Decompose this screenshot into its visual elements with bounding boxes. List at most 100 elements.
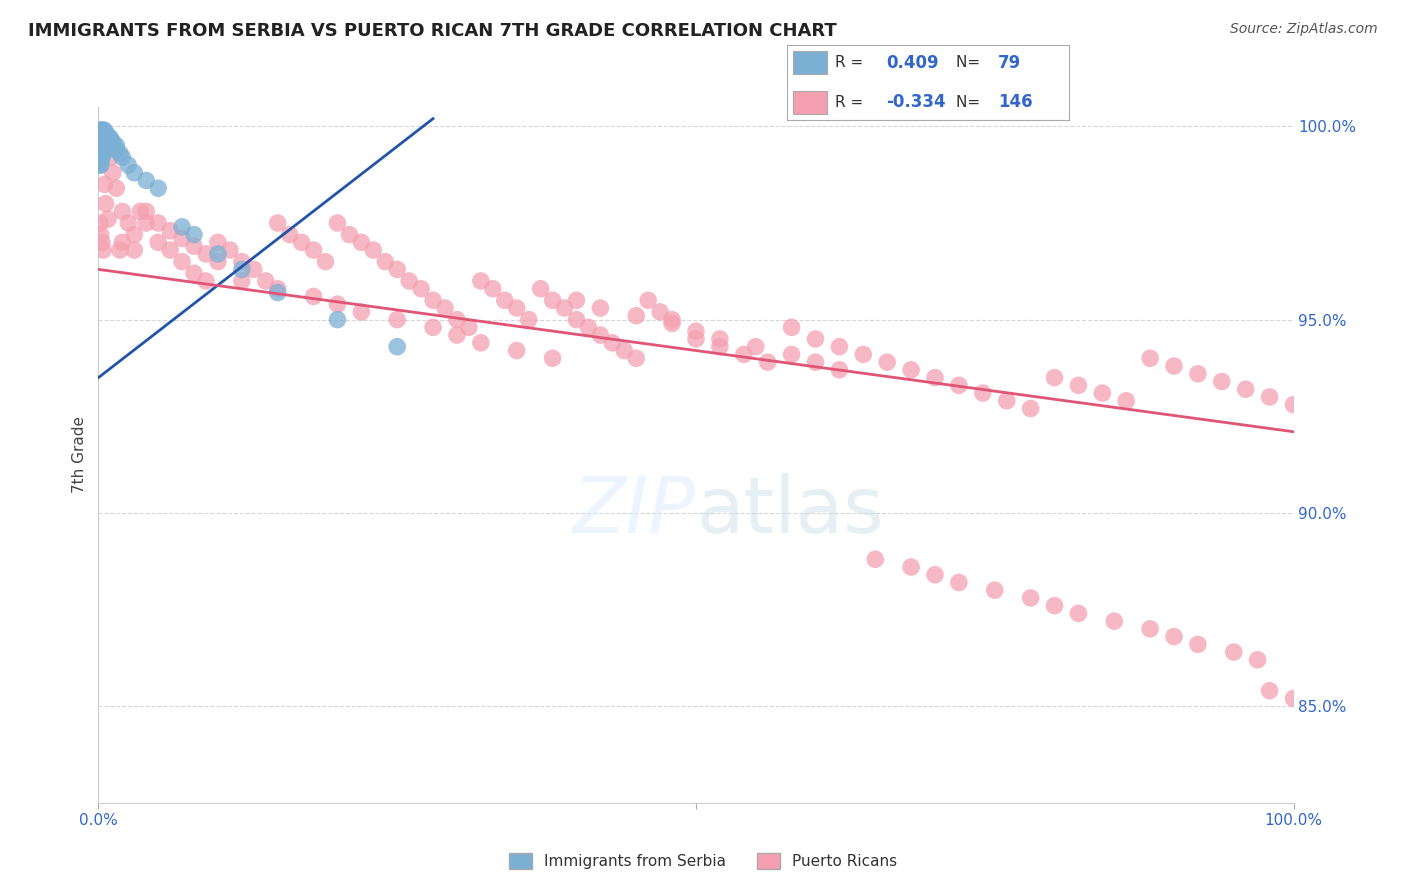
Point xyxy=(93,178,115,192)
Point xyxy=(948,378,970,392)
Point xyxy=(98,138,122,153)
Point xyxy=(411,282,433,296)
Y-axis label: 7th Grade: 7th Grade xyxy=(72,417,87,493)
Point xyxy=(93,131,115,145)
Point xyxy=(91,131,114,145)
Point xyxy=(148,216,170,230)
Point xyxy=(422,320,444,334)
Point xyxy=(900,560,922,574)
Point xyxy=(709,332,731,346)
Point xyxy=(1139,622,1161,636)
Point xyxy=(1211,375,1233,389)
Point xyxy=(90,127,112,141)
Point xyxy=(93,138,115,153)
Point xyxy=(94,127,117,141)
Point xyxy=(89,127,111,141)
Point xyxy=(90,131,112,145)
Point xyxy=(91,127,114,141)
Text: 79: 79 xyxy=(998,54,1022,71)
Point xyxy=(756,355,779,369)
Point xyxy=(101,135,124,149)
Point xyxy=(98,135,121,149)
Point xyxy=(97,212,120,227)
Point xyxy=(89,131,111,145)
Text: N=: N= xyxy=(956,55,986,70)
Text: atlas: atlas xyxy=(696,473,883,549)
Point xyxy=(1187,367,1209,381)
Point xyxy=(91,243,114,257)
Point xyxy=(207,235,229,250)
Point xyxy=(1163,630,1185,644)
Point xyxy=(363,243,385,257)
Point xyxy=(105,181,128,195)
Point xyxy=(159,243,181,257)
Point xyxy=(148,181,170,195)
Point xyxy=(94,143,117,157)
Point xyxy=(111,235,134,250)
Point xyxy=(1019,401,1042,416)
Point xyxy=(89,150,111,164)
Point xyxy=(565,312,588,326)
Point xyxy=(96,131,118,145)
Point xyxy=(733,347,755,361)
Point xyxy=(541,351,564,366)
Point xyxy=(124,227,146,242)
Point xyxy=(91,143,114,157)
Point xyxy=(339,227,360,242)
Point xyxy=(745,340,768,354)
Point xyxy=(108,243,131,257)
Point xyxy=(89,138,111,153)
Point xyxy=(91,143,114,157)
Point xyxy=(900,363,922,377)
Point xyxy=(90,123,112,137)
Text: R =: R = xyxy=(835,95,869,110)
Point xyxy=(302,243,325,257)
Point xyxy=(458,320,481,334)
Point xyxy=(1102,614,1125,628)
Point xyxy=(91,135,114,149)
Point xyxy=(183,239,205,253)
Point xyxy=(98,131,121,145)
Point xyxy=(89,143,111,157)
Text: N=: N= xyxy=(956,95,986,110)
Point xyxy=(780,347,803,361)
Point xyxy=(90,158,112,172)
Point xyxy=(135,204,157,219)
Point xyxy=(108,146,131,161)
Point xyxy=(135,216,157,230)
Point xyxy=(948,575,970,590)
Point xyxy=(89,146,111,161)
Text: 0.409: 0.409 xyxy=(886,54,938,71)
Point xyxy=(267,282,290,296)
Point xyxy=(326,312,349,326)
Point xyxy=(470,335,492,350)
Point xyxy=(94,131,117,145)
Point xyxy=(433,301,456,315)
Point xyxy=(91,135,114,149)
Point xyxy=(350,305,373,319)
Point xyxy=(685,324,707,338)
Point xyxy=(93,143,115,157)
Point xyxy=(576,320,599,334)
Point xyxy=(148,235,170,250)
Point xyxy=(183,227,205,242)
Point xyxy=(111,204,134,219)
Point xyxy=(98,138,121,153)
Point xyxy=(517,312,540,326)
Point xyxy=(243,262,266,277)
Point xyxy=(91,123,114,137)
Point xyxy=(91,127,114,141)
Point xyxy=(91,150,114,164)
Point xyxy=(159,224,181,238)
Point xyxy=(565,293,588,308)
Point xyxy=(219,243,242,257)
Point xyxy=(90,138,112,153)
Point xyxy=(1234,382,1257,396)
Point xyxy=(207,254,229,268)
Point xyxy=(90,146,112,161)
Point xyxy=(1091,386,1114,401)
Point xyxy=(96,127,118,141)
Point xyxy=(446,328,468,343)
Point xyxy=(124,243,146,257)
Point xyxy=(350,235,373,250)
